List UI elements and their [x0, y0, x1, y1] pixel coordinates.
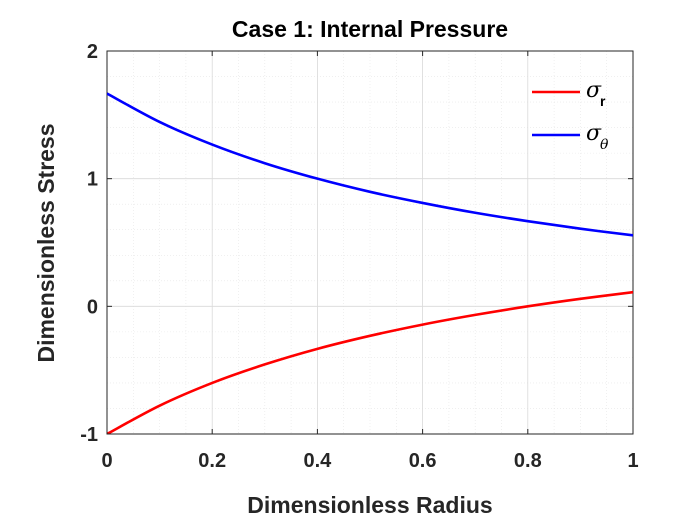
plot-frame [106, 50, 634, 435]
legend-subscript-1: θ [600, 137, 609, 153]
legend-label-1: σ [586, 121, 602, 146]
series-line-1 [107, 92, 633, 237]
legend-subscript-0: r [600, 93, 606, 109]
x-tick-label: 0.6 [409, 450, 437, 472]
chart-title: Case 1: Internal Pressure [232, 16, 508, 42]
series-line-0 [107, 290, 633, 434]
x-tick-label: 0 [101, 450, 112, 472]
y-tick-label: 0 [87, 296, 98, 318]
series-lines [107, 92, 633, 434]
legend-label-0: σ [586, 78, 602, 103]
x-axis-label: Dimensionless Radius [247, 492, 492, 518]
x-tick-label: 0.2 [198, 450, 226, 472]
y-tick-label: -1 [80, 424, 98, 446]
x-tick-label: 1 [627, 450, 638, 472]
x-tick-label: 0.4 [303, 450, 332, 472]
y-axis-label: Dimensionless Stress [33, 123, 59, 362]
y-tick-label: 1 [87, 169, 98, 191]
x-tick-label: 0.8 [514, 450, 542, 472]
grid [106, 50, 634, 435]
plot-area [106, 50, 634, 435]
y-tick-label: 2 [87, 41, 98, 63]
